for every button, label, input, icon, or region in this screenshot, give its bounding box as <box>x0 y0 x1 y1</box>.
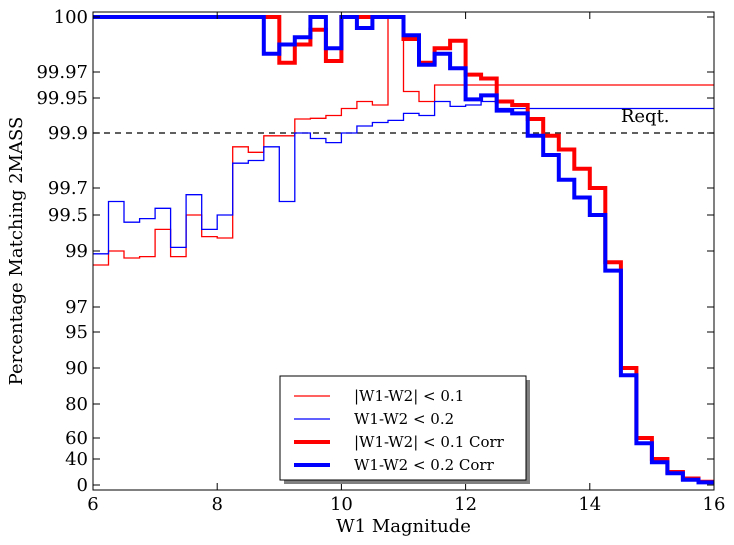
series-line-4 <box>93 15 714 485</box>
y-tick-label: 99 <box>65 241 88 262</box>
y-tick-label: 90 <box>65 358 88 379</box>
x-tick-label: 8 <box>211 494 222 515</box>
y-tick-label: 99.5 <box>48 205 88 226</box>
y-tick-label: 100 <box>54 7 88 28</box>
y-tick-label: 97 <box>65 297 88 318</box>
legend-label-1: |W1-W2| < 0.1 <box>354 387 464 405</box>
y-tick-label: 99.97 <box>36 62 88 83</box>
x-tick-label: 10 <box>330 494 353 515</box>
x-tick-label: 6 <box>87 494 98 515</box>
chart-series-layer <box>93 15 714 485</box>
y-axis-title: Percentage Matching 2MASS <box>6 117 27 386</box>
y-tick-label: 99.7 <box>48 178 88 199</box>
x-axis-title: W1 Magnitude <box>336 516 471 537</box>
series-line-2 <box>93 100 714 255</box>
x-tick-label: 14 <box>578 494 601 515</box>
x-tick-label: 12 <box>454 494 477 515</box>
legend-box <box>279 375 527 481</box>
y-tick-label: 95 <box>65 322 88 343</box>
legend-label-2: W1-W2 < 0.2 <box>354 410 454 428</box>
legend-label-4: W1-W2 < 0.2 Corr <box>354 456 495 474</box>
legend-label-3: |W1-W2| < 0.1 Corr <box>354 433 505 451</box>
x-tick-label: 16 <box>703 494 726 515</box>
y-tick-label: 60 <box>65 428 88 449</box>
y-tick-label: 99.95 <box>36 88 88 109</box>
y-tick-label: 0 <box>77 475 88 496</box>
y-tick-label: 80 <box>65 394 88 415</box>
series-line-1 <box>93 16 714 266</box>
requirement-label: Reqt. <box>621 106 670 127</box>
chart-legend: |W1-W2| < 0.1 W1-W2 < 0.2 |W1-W2| < 0.1 Co… <box>279 375 530 484</box>
y-tick-label: 99.9 <box>48 123 88 144</box>
y-tick-label: 40 <box>65 449 88 470</box>
